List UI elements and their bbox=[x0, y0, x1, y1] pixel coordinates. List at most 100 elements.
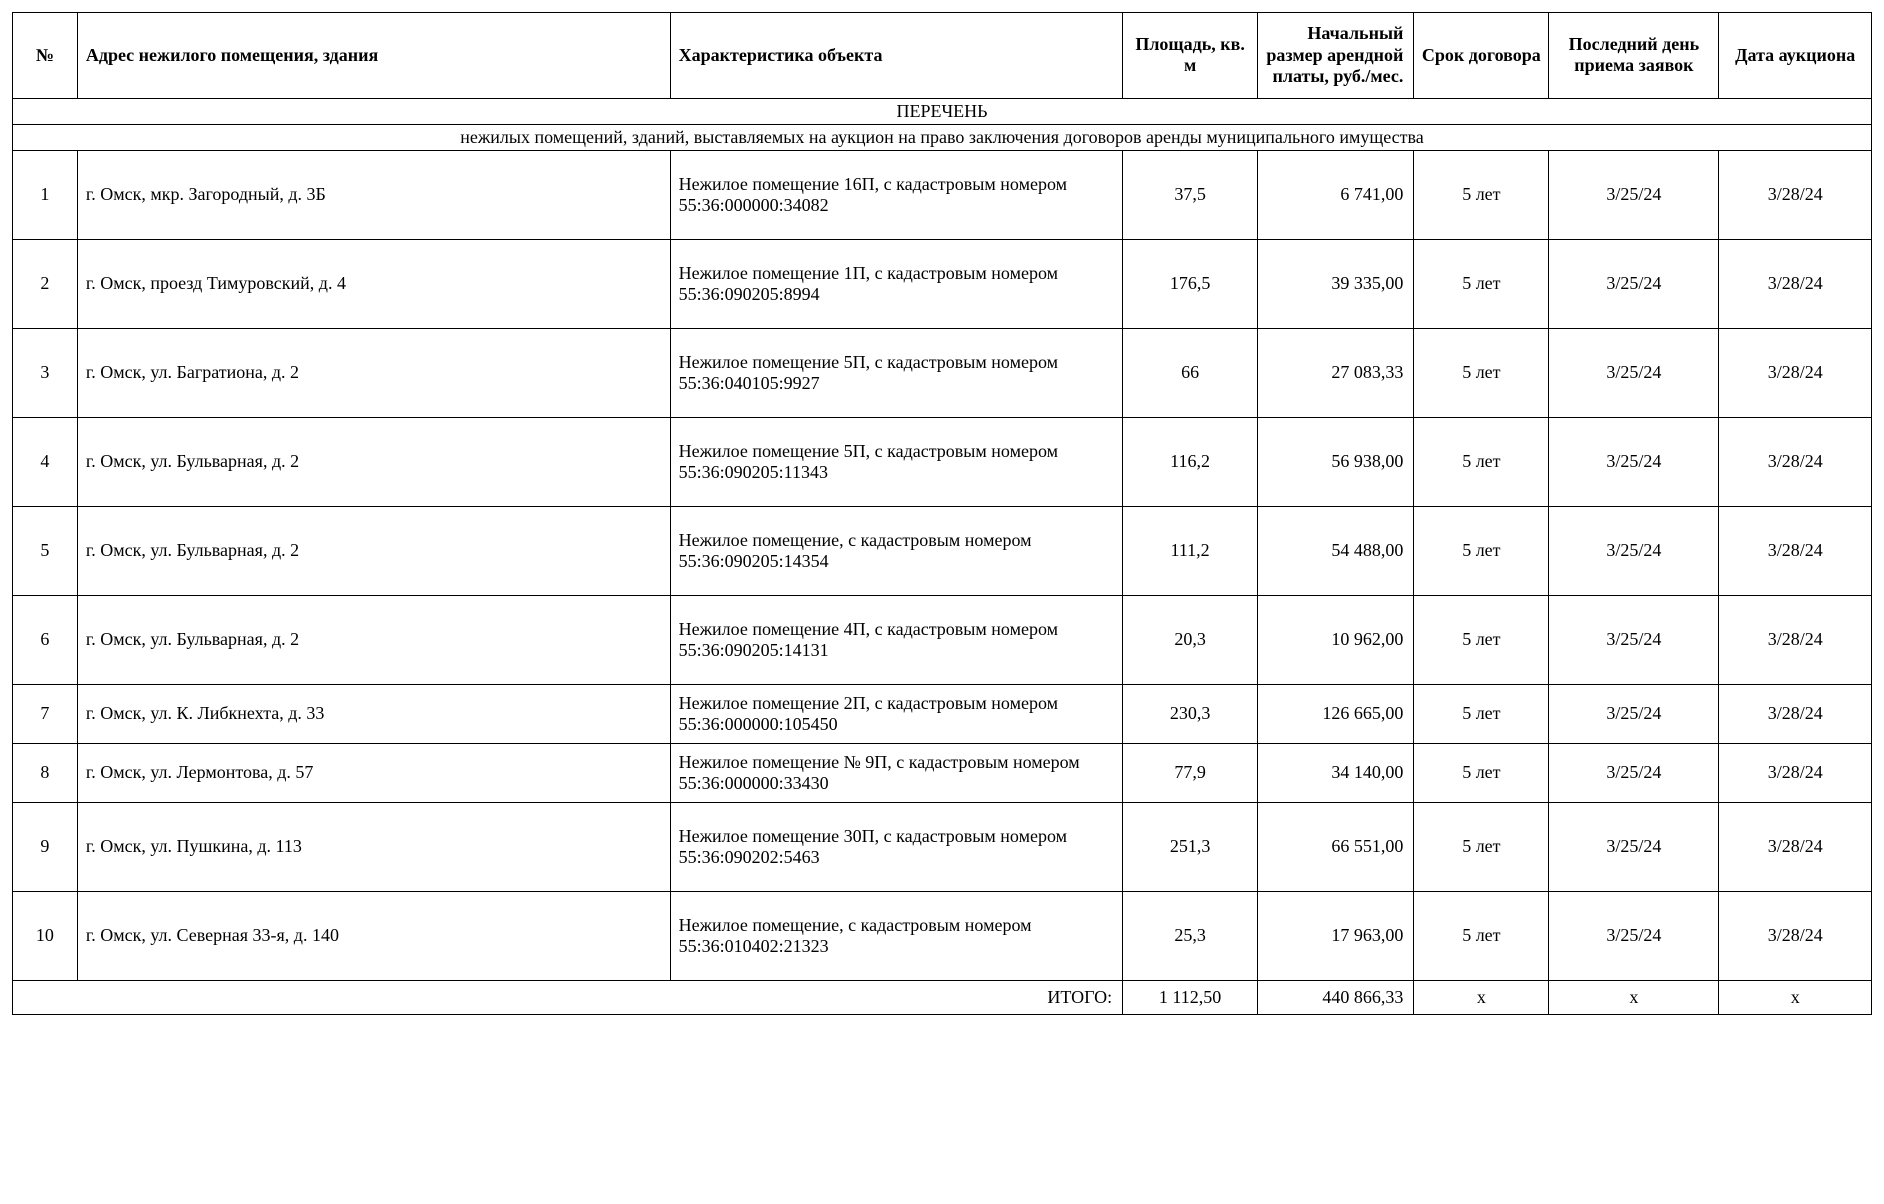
cell-char: Нежилое помещение, с кадастровым номером… bbox=[670, 506, 1122, 595]
col-header-rent: Начальный размер арендной платы, руб./ме… bbox=[1258, 13, 1414, 99]
table-row: 8г. Омск, ул. Лермонтова, д. 57Нежилое п… bbox=[13, 743, 1872, 802]
cell-deadline: 3/25/24 bbox=[1549, 684, 1719, 743]
cell-area: 66 bbox=[1123, 328, 1258, 417]
cell-rent: 54 488,00 bbox=[1258, 506, 1414, 595]
cell-address: г. Омск, ул. Бульварная, д. 2 bbox=[77, 595, 670, 684]
totals-label: ИТОГО: bbox=[13, 980, 1123, 1014]
cell-num: 6 bbox=[13, 595, 78, 684]
cell-auction: 3/28/24 bbox=[1719, 684, 1872, 743]
cell-rent: 66 551,00 bbox=[1258, 802, 1414, 891]
cell-num: 10 bbox=[13, 891, 78, 980]
cell-term: 5 лет bbox=[1414, 417, 1549, 506]
table-row: 5г. Омск, ул. Бульварная, д. 2Нежилое по… bbox=[13, 506, 1872, 595]
col-header-area: Площадь, кв. м bbox=[1123, 13, 1258, 99]
subtitle-row: нежилых помещений, зданий, выставляемых … bbox=[13, 124, 1872, 150]
table-row: 4г. Омск, ул. Бульварная, д. 2Нежилое по… bbox=[13, 417, 1872, 506]
cell-address: г. Омск, ул. К. Либкнехта, д. 33 bbox=[77, 684, 670, 743]
cell-rent: 6 741,00 bbox=[1258, 150, 1414, 239]
table-row: 3г. Омск, ул. Багратиона, д. 2Нежилое по… bbox=[13, 328, 1872, 417]
col-header-auction: Дата аукциона bbox=[1719, 13, 1872, 99]
totals-auction: x bbox=[1719, 980, 1872, 1014]
cell-auction: 3/28/24 bbox=[1719, 150, 1872, 239]
cell-auction: 3/28/24 bbox=[1719, 417, 1872, 506]
cell-auction: 3/28/24 bbox=[1719, 802, 1872, 891]
cell-rent: 126 665,00 bbox=[1258, 684, 1414, 743]
cell-num: 4 bbox=[13, 417, 78, 506]
cell-term: 5 лет bbox=[1414, 150, 1549, 239]
title-cell: ПЕРЕЧЕНЬ bbox=[13, 98, 1872, 124]
cell-term: 5 лет bbox=[1414, 802, 1549, 891]
cell-char: Нежилое помещение 30П, с кадастровым ном… bbox=[670, 802, 1122, 891]
cell-auction: 3/28/24 bbox=[1719, 328, 1872, 417]
table-header: № Адрес нежилого помещения, здания Харак… bbox=[13, 13, 1872, 99]
cell-area: 111,2 bbox=[1123, 506, 1258, 595]
cell-address: г. Омск, ул. Бульварная, д. 2 bbox=[77, 417, 670, 506]
cell-area: 116,2 bbox=[1123, 417, 1258, 506]
cell-deadline: 3/25/24 bbox=[1549, 417, 1719, 506]
cell-address: г. Омск, ул. Бульварная, д. 2 bbox=[77, 506, 670, 595]
cell-area: 20,3 bbox=[1123, 595, 1258, 684]
cell-term: 5 лет bbox=[1414, 506, 1549, 595]
cell-term: 5 лет bbox=[1414, 239, 1549, 328]
cell-term: 5 лет bbox=[1414, 328, 1549, 417]
table-row: 2г. Омск, проезд Тимуровский, д. 4Нежило… bbox=[13, 239, 1872, 328]
col-header-deadline: Последний день приема заявок bbox=[1549, 13, 1719, 99]
cell-address: г. Омск, ул. Багратиона, д. 2 bbox=[77, 328, 670, 417]
cell-rent: 39 335,00 bbox=[1258, 239, 1414, 328]
cell-term: 5 лет bbox=[1414, 595, 1549, 684]
cell-rent: 10 962,00 bbox=[1258, 595, 1414, 684]
cell-deadline: 3/25/24 bbox=[1549, 891, 1719, 980]
cell-num: 1 bbox=[13, 150, 78, 239]
cell-rent: 27 083,33 bbox=[1258, 328, 1414, 417]
cell-rent: 56 938,00 bbox=[1258, 417, 1414, 506]
cell-deadline: 3/25/24 bbox=[1549, 328, 1719, 417]
cell-deadline: 3/25/24 bbox=[1549, 743, 1719, 802]
cell-char: Нежилое помещение 2П, с кадастровым номе… bbox=[670, 684, 1122, 743]
cell-area: 77,9 bbox=[1123, 743, 1258, 802]
cell-auction: 3/28/24 bbox=[1719, 743, 1872, 802]
table-row: 1г. Омск, мкр. Загородный, д. 3БНежилое … bbox=[13, 150, 1872, 239]
cell-num: 3 bbox=[13, 328, 78, 417]
cell-area: 25,3 bbox=[1123, 891, 1258, 980]
cell-rent: 17 963,00 bbox=[1258, 891, 1414, 980]
cell-char: Нежилое помещение 5П, с кадастровым номе… bbox=[670, 328, 1122, 417]
cell-char: Нежилое помещение, с кадастровым номером… bbox=[670, 891, 1122, 980]
cell-num: 7 bbox=[13, 684, 78, 743]
table-row: 6г. Омск, ул. Бульварная, д. 2Нежилое по… bbox=[13, 595, 1872, 684]
cell-char: Нежилое помещение 1П, с кадастровым номе… bbox=[670, 239, 1122, 328]
cell-char: Нежилое помещение 16П, с кадастровым ном… bbox=[670, 150, 1122, 239]
cell-char: Нежилое помещение № 9П, с кадастровым но… bbox=[670, 743, 1122, 802]
cell-num: 5 bbox=[13, 506, 78, 595]
cell-deadline: 3/25/24 bbox=[1549, 150, 1719, 239]
cell-char: Нежилое помещение 5П, с кадастровым номе… bbox=[670, 417, 1122, 506]
cell-auction: 3/28/24 bbox=[1719, 595, 1872, 684]
title-row: ПЕРЕЧЕНЬ bbox=[13, 98, 1872, 124]
cell-term: 5 лет bbox=[1414, 743, 1549, 802]
auction-table: ПЕРЕЧЕНЬ нежилых помещений, зданий, выст… bbox=[12, 12, 1872, 1015]
cell-char: Нежилое помещение 4П, с кадастровым номе… bbox=[670, 595, 1122, 684]
table-body: 1г. Омск, мкр. Загородный, д. 3БНежилое … bbox=[13, 150, 1872, 980]
table-row: 10г. Омск, ул. Северная 33-я, д. 140Нежи… bbox=[13, 891, 1872, 980]
col-header-address: Адрес нежилого помещения, здания bbox=[77, 13, 670, 99]
cell-num: 9 bbox=[13, 802, 78, 891]
table-row: 9г. Омск, ул. Пушкина, д. 113Нежилое пом… bbox=[13, 802, 1872, 891]
cell-auction: 3/28/24 bbox=[1719, 891, 1872, 980]
cell-rent: 34 140,00 bbox=[1258, 743, 1414, 802]
cell-address: г. Омск, мкр. Загородный, д. 3Б bbox=[77, 150, 670, 239]
cell-area: 37,5 bbox=[1123, 150, 1258, 239]
cell-deadline: 3/25/24 bbox=[1549, 506, 1719, 595]
cell-area: 251,3 bbox=[1123, 802, 1258, 891]
totals-rent: 440 866,33 bbox=[1258, 980, 1414, 1014]
cell-deadline: 3/25/24 bbox=[1549, 595, 1719, 684]
cell-auction: 3/28/24 bbox=[1719, 239, 1872, 328]
totals-area: 1 112,50 bbox=[1123, 980, 1258, 1014]
cell-term: 5 лет bbox=[1414, 684, 1549, 743]
table-row: 7г. Омск, ул. К. Либкнехта, д. 33Нежилое… bbox=[13, 684, 1872, 743]
cell-area: 176,5 bbox=[1123, 239, 1258, 328]
cell-deadline: 3/25/24 bbox=[1549, 239, 1719, 328]
cell-num: 2 bbox=[13, 239, 78, 328]
col-header-char: Характеристика объекта bbox=[670, 13, 1122, 99]
cell-num: 8 bbox=[13, 743, 78, 802]
col-header-num: № bbox=[13, 13, 78, 99]
col-header-term: Срок договора bbox=[1414, 13, 1549, 99]
